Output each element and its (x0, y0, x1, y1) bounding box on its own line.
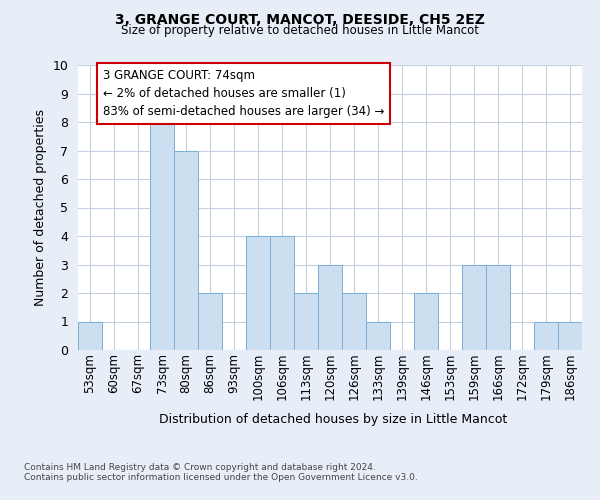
Text: 3 GRANGE COURT: 74sqm
← 2% of detached houses are smaller (1)
83% of semi-detach: 3 GRANGE COURT: 74sqm ← 2% of detached h… (103, 70, 385, 118)
Bar (294, 293, 318, 350)
Y-axis label: Number of detached properties: Number of detached properties (34, 109, 47, 306)
Bar (558, 322, 582, 350)
Bar (198, 293, 222, 350)
Text: Distribution of detached houses by size in Little Mancot: Distribution of detached houses by size … (159, 412, 507, 426)
Bar (462, 264, 486, 350)
Bar (486, 264, 510, 350)
Text: Size of property relative to detached houses in Little Mancot: Size of property relative to detached ho… (121, 24, 479, 37)
Bar (318, 264, 342, 350)
Bar (174, 150, 198, 350)
Text: Contains HM Land Registry data © Crown copyright and database right 2024.: Contains HM Land Registry data © Crown c… (24, 462, 376, 471)
Bar (366, 322, 390, 350)
Bar (246, 236, 270, 350)
Bar (414, 293, 438, 350)
Bar (342, 293, 366, 350)
Text: Contains public sector information licensed under the Open Government Licence v3: Contains public sector information licen… (24, 472, 418, 482)
Text: 3, GRANGE COURT, MANCOT, DEESIDE, CH5 2EZ: 3, GRANGE COURT, MANCOT, DEESIDE, CH5 2E… (115, 12, 485, 26)
Bar (150, 122, 174, 350)
Bar (78, 322, 102, 350)
Bar (270, 236, 294, 350)
Bar (534, 322, 558, 350)
